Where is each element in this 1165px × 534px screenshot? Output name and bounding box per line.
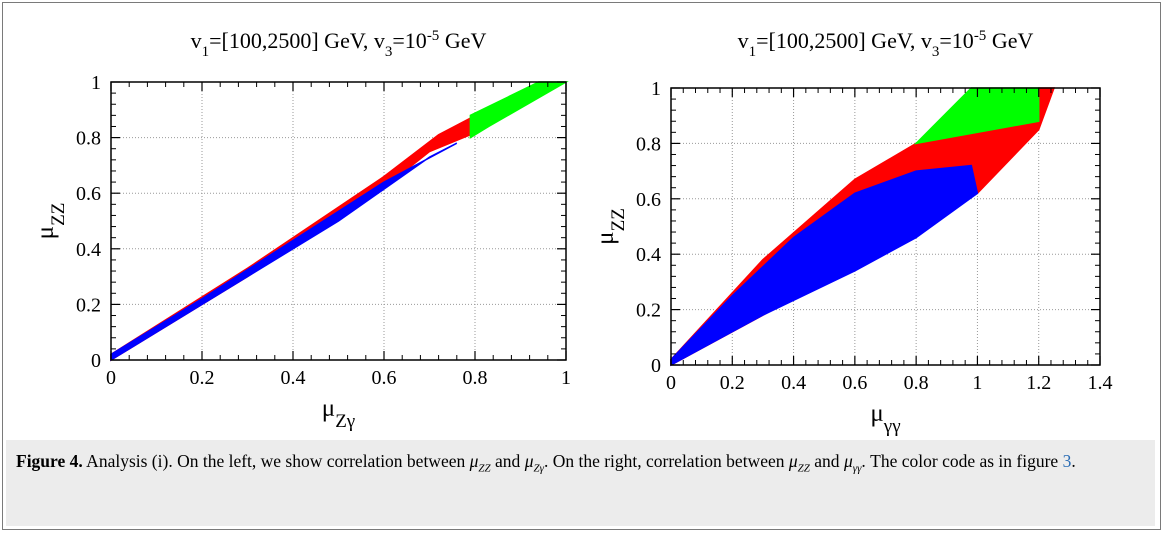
chart1-y-tick-label: 0.8 <box>76 128 101 150</box>
chart1-x-tick-label: 0.4 <box>281 367 306 389</box>
caption-text-2: and <box>491 451 525 471</box>
chart1-x-axis-label: μZγ <box>322 395 355 432</box>
chart1-x-tick-label: 0.2 <box>190 367 215 389</box>
chart1-y-tick-label: 0.4 <box>76 239 101 261</box>
chart1-x-tick-label: 1 <box>561 367 571 389</box>
chart1-x-tick-label: 0.8 <box>463 367 488 389</box>
caption-math-4: μ <box>844 451 853 471</box>
caption-text-1: Analysis (i). On the left, we show corre… <box>83 451 470 471</box>
caption-math-2-sub: Zγ <box>533 463 543 475</box>
chart1-x-tick-label: 0.6 <box>372 367 397 389</box>
chart1-x-tick-label: 0 <box>106 367 116 389</box>
chart1-y-tick-label: 1 <box>91 72 101 94</box>
caption-math-3-sub: ZZ <box>798 463 810 475</box>
chart1-data-region-3 <box>111 143 457 360</box>
chart1-y-tick-label: 0 <box>91 350 101 372</box>
caption-text-6: . <box>1071 451 1075 471</box>
caption-text-4: and <box>810 451 844 471</box>
chart1-y-axis-label-group: μZZ <box>32 203 69 240</box>
caption-text-5: . The color code as in figure <box>861 451 1062 471</box>
caption-figure-label: Figure 4. <box>16 451 83 471</box>
caption-text-3: . On the right, correlation between <box>544 451 789 471</box>
left-chart: 0 0.2 0.4 0.6 0.8 1 0 0.2 0.4 0.6 0.8 1 v1=[100,2500… <box>0 0 1165 440</box>
chart1-y-tick-label: 0.6 <box>76 183 101 205</box>
chart1-y-axis-label: μZZ <box>32 203 69 240</box>
chart1-title: v1=[100,2500] GeV, v3=10-5 GeV <box>191 28 487 60</box>
chart1-data-region-2 <box>470 82 566 138</box>
chart1-y-tick-label: 0.2 <box>76 294 101 316</box>
caption-math-1-sub: ZZ <box>478 463 490 475</box>
caption-math-3: μ <box>789 451 798 471</box>
figure-caption: Figure 4. Analysis (i). On the left, we … <box>16 448 1131 482</box>
